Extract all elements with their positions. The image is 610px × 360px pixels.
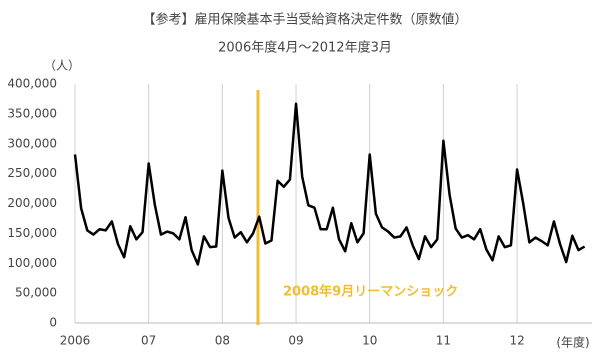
x-tick-label: 09 xyxy=(288,334,303,348)
y-tick-label: 50,000 xyxy=(15,286,57,300)
y-tick-label: 400,000 xyxy=(7,77,57,91)
chart-title: 【参考】雇用保険基本手当受給資格決定件数（原数値） xyxy=(142,12,467,28)
x-axis-label: (年度) xyxy=(556,335,589,350)
line-series xyxy=(73,102,586,266)
y-tick-label: 300,000 xyxy=(7,136,57,150)
y-tick-label: 200,000 xyxy=(7,196,57,210)
y-tick-label: 150,000 xyxy=(7,226,57,240)
chart-subtitle: 2006年度4月～2012年度3月 xyxy=(218,40,392,56)
x-tick-label: 11 xyxy=(436,334,451,348)
y-tick-label: 100,000 xyxy=(7,256,57,270)
annotation: 2008年9月リーマンショック xyxy=(283,284,458,300)
x-tick-label: 10 xyxy=(362,334,377,348)
y-unit: （人） xyxy=(44,59,80,73)
x-tick-label: 07 xyxy=(141,334,156,348)
y-tick-label: 350,000 xyxy=(7,106,57,120)
x-tick-label: 12 xyxy=(509,334,524,348)
y-tick-label: 250,000 xyxy=(7,166,57,180)
y-tick-label: 0 xyxy=(49,316,57,330)
x-tick-label: 08 xyxy=(215,334,230,348)
x-tick-label: 2006 xyxy=(60,334,91,348)
